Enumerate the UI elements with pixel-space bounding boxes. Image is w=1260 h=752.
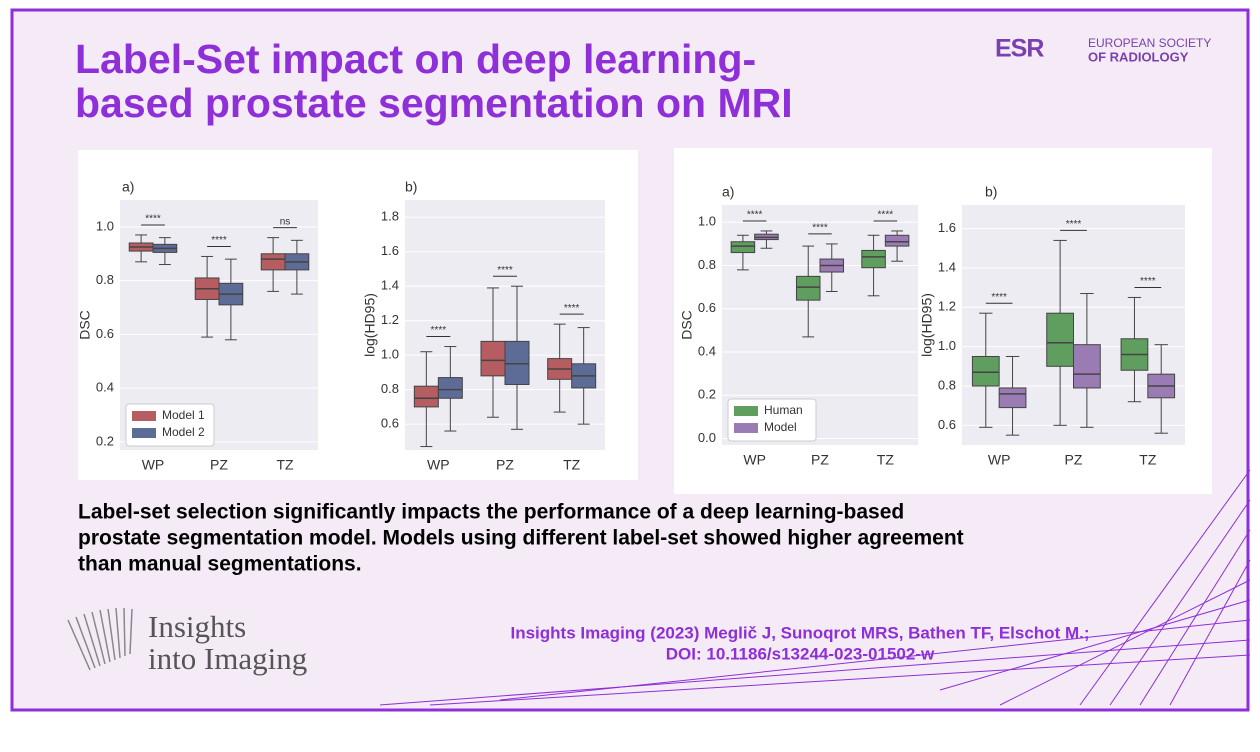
- sig-label: ****: [497, 265, 513, 276]
- summary: Label-set selection significantly impact…: [78, 501, 904, 524]
- summary: prostate segmentation model. Models usin…: [78, 527, 964, 550]
- y-tick-label: 1.6: [381, 243, 399, 258]
- y-tick-label: 0.8: [938, 377, 956, 392]
- sig-label: ns: [280, 216, 291, 227]
- x-tick-label: TZ: [276, 457, 294, 473]
- y-tick-label: 0.8: [96, 272, 114, 287]
- sig-label: ****: [431, 325, 447, 336]
- sig-label: ****: [1066, 219, 1082, 230]
- logo-text: OF RADIOLOGY: [1088, 49, 1189, 64]
- title: based prostate segmentation on MRI: [75, 80, 793, 126]
- sig-label: ****: [1140, 276, 1156, 287]
- summary: than manual segmentations.: [78, 553, 362, 576]
- logo-text: EUROPEAN SOCIETY: [1088, 36, 1211, 50]
- box: [260, 253, 286, 271]
- box: [730, 241, 756, 254]
- box: [1073, 344, 1101, 389]
- panel-label: b): [405, 179, 417, 195]
- y-tick-label: 0.6: [381, 416, 399, 431]
- citation: Insights Imaging (2023) Meglič J, Sunoqr…: [511, 623, 1090, 642]
- x-tick-label: TZ: [1139, 452, 1157, 468]
- x-tick-label: PZ: [496, 457, 514, 473]
- y-tick-label: 1.2: [381, 312, 399, 327]
- y-tick-label: 1.4: [381, 278, 399, 293]
- legend-label: Model 1: [162, 408, 205, 422]
- panel-label: a): [122, 179, 134, 195]
- y-tick-label: 0.6: [698, 300, 716, 315]
- box: [437, 377, 463, 399]
- y-tick-label: 1.0: [381, 347, 399, 362]
- panel-label: b): [985, 184, 997, 200]
- journal-icon: [67, 607, 133, 671]
- box: [795, 275, 821, 301]
- y-tick-label: 0.0: [698, 430, 716, 445]
- sig-label: ****: [211, 235, 227, 246]
- box: [884, 234, 910, 247]
- y-tick-label: 1.2: [938, 299, 956, 314]
- legend-label: Model: [764, 420, 797, 434]
- y-tick-label: 0.4: [698, 343, 716, 358]
- y-tick-label: 0.4: [96, 380, 114, 395]
- y-tick-label: 0.2: [698, 387, 716, 402]
- y-tick-label: 1.0: [938, 338, 956, 353]
- journal-name: into Imaging: [148, 641, 307, 676]
- y-tick-label: 1.0: [698, 214, 716, 229]
- logo-mark: ESR: [995, 35, 1044, 63]
- x-tick-label: TZ: [877, 452, 895, 468]
- x-tick-label: WP: [142, 457, 165, 473]
- box: [861, 249, 886, 269]
- x-tick-label: WP: [988, 452, 1011, 468]
- x-tick-label: WP: [743, 452, 766, 468]
- y-axis-label: DSC: [77, 310, 93, 340]
- title: Label-Set impact on deep learning-: [75, 36, 756, 82]
- sig-label: ****: [564, 303, 580, 314]
- box: [413, 385, 439, 408]
- y-tick-label: 0.6: [938, 417, 956, 432]
- legend-swatch: [734, 406, 758, 416]
- box: [971, 355, 1000, 387]
- x-tick-label: WP: [427, 457, 450, 473]
- legend-swatch: [132, 428, 156, 438]
- box: [1046, 312, 1074, 367]
- y-axis-label: DSC: [679, 310, 695, 340]
- box: [998, 387, 1027, 409]
- plot-background: [405, 200, 605, 450]
- sig-label: ****: [991, 292, 1007, 303]
- sig-label: ****: [747, 210, 763, 221]
- y-axis-label: log(HD95): [362, 293, 378, 357]
- box: [504, 340, 530, 385]
- y-tick-label: 1.0: [96, 218, 114, 233]
- y-tick-label: 0.2: [96, 433, 114, 448]
- y-tick-label: 1.6: [938, 220, 956, 235]
- x-tick-label: TZ: [563, 457, 581, 473]
- sig-label: ****: [812, 223, 828, 234]
- y-tick-label: 0.8: [698, 257, 716, 272]
- legend-swatch: [734, 423, 758, 433]
- x-tick-label: PZ: [811, 452, 829, 468]
- citation: DOI: 10.1186/s13244-023-01502-w: [666, 644, 935, 663]
- legend-label: Human: [764, 403, 803, 417]
- y-axis-label: log(HD95): [919, 293, 935, 357]
- decor-lines: [379, 469, 1251, 706]
- y-tick-label: 0.8: [381, 381, 399, 396]
- sig-label: ****: [878, 210, 894, 221]
- box: [480, 340, 506, 377]
- panel-label: a): [722, 184, 734, 200]
- y-tick-label: 1.4: [938, 259, 956, 274]
- journal-name: Insights: [148, 609, 246, 644]
- sig-label: ****: [145, 214, 161, 225]
- y-tick-label: 1.8: [381, 209, 399, 224]
- x-tick-label: PZ: [210, 457, 228, 473]
- legend-swatch: [132, 411, 156, 421]
- y-tick-label: 0.6: [96, 326, 114, 341]
- legend-label: Model 2: [162, 425, 205, 439]
- x-tick-label: PZ: [1065, 452, 1083, 468]
